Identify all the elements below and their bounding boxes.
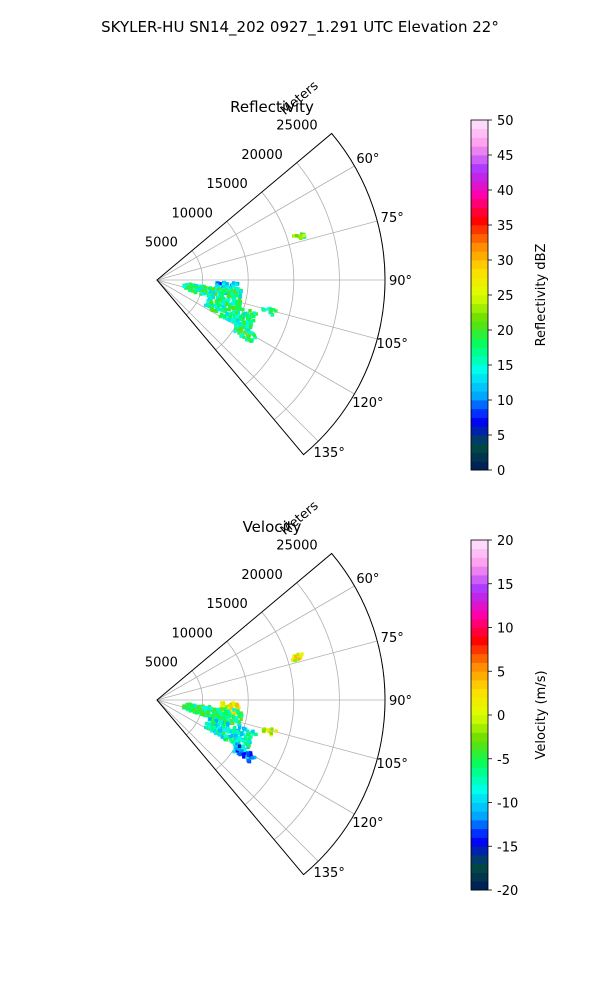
range-tick-label: 10000 xyxy=(172,206,213,221)
range-tick-label: 25000 xyxy=(276,118,317,133)
colorbar-tick-label: 50 xyxy=(497,114,514,129)
colorbar-tick-label: 40 xyxy=(497,184,514,199)
colorbar-tick-label: 45 xyxy=(497,149,514,164)
range-gridline xyxy=(215,641,249,771)
data-region xyxy=(261,727,278,737)
colorbar-tick-label: 0 xyxy=(497,709,505,724)
colorbar-tick-label: -10 xyxy=(497,797,518,812)
velocity-panel: Velocity 60° 75° 90° 105° 120° 135° 5000 10000 1… xyxy=(145,498,549,899)
colorbar-tick-label: -20 xyxy=(497,884,518,899)
theta-tick-label: 60° xyxy=(356,572,379,587)
data-region xyxy=(181,702,244,728)
range-gridline xyxy=(244,191,295,386)
theta-tick-label: 120° xyxy=(352,816,383,831)
data-region xyxy=(182,282,244,309)
data-region xyxy=(203,295,258,333)
sector-outline xyxy=(156,552,386,876)
range-gridline xyxy=(186,250,203,316)
theta-gridline xyxy=(156,279,319,442)
data-region xyxy=(203,716,258,752)
velocity-polar-sector: 60° 75° 90° 105° 120° 135° 5000 10000 15000 20000… xyxy=(145,498,412,881)
theta-tick-label: 135° xyxy=(314,446,345,461)
velocity-title: Velocity xyxy=(243,518,302,536)
colorbar-tick-label: 5 xyxy=(497,665,505,680)
colorbar-tick-label: 25 xyxy=(497,289,514,304)
colorbar-tick-label: 30 xyxy=(497,254,514,269)
data-region xyxy=(261,306,278,317)
range-tick-label: 25000 xyxy=(276,538,317,553)
colorbar-tick-label: 10 xyxy=(497,394,514,409)
colorbar-tick-label: 20 xyxy=(497,324,514,339)
colorbar-tick-label: 35 xyxy=(497,219,514,234)
theta-gridline xyxy=(156,699,319,862)
colorbar-label: Reflectivity dBZ xyxy=(534,244,549,347)
theta-tick-label: 90° xyxy=(389,274,412,289)
reflectivity-title: Reflectivity xyxy=(230,98,314,116)
colorbar-tick-label: 0 xyxy=(497,464,505,479)
reflectivity-panel: Reflectivity 60° 75° 90° 105° 120° 135° 5000 10… xyxy=(145,78,549,479)
theta-gridline xyxy=(156,220,378,281)
theta-tick-label: 120° xyxy=(352,396,383,411)
colorbar-label: Velocity (m/s) xyxy=(534,670,549,759)
data-region xyxy=(233,325,257,343)
range-tick-label: 10000 xyxy=(172,626,213,641)
figure-title: SKYLER-HU SN14_202 0927_1.291 UTC Elevat… xyxy=(101,18,499,37)
range-tick-label: 20000 xyxy=(241,568,282,583)
range-tick-label: 5000 xyxy=(145,656,178,671)
colorbar-tick-label: -5 xyxy=(497,753,510,768)
data-region xyxy=(291,652,304,663)
theta-tick-label: 75° xyxy=(381,631,404,646)
theta-tick-label: 105° xyxy=(377,757,408,772)
theta-tick-label: 90° xyxy=(389,694,412,709)
reflectivity-polar-sector: 60° 75° 90° 105° 120° 135° 5000 10000 15000 20000… xyxy=(145,78,412,461)
theta-tick-label: 135° xyxy=(314,866,345,881)
colorbar-tick-label: 5 xyxy=(497,429,505,444)
range-gridline xyxy=(244,611,295,806)
range-gridline xyxy=(273,162,340,421)
theta-gridline xyxy=(156,165,355,281)
range-tick-label: 5000 xyxy=(145,236,178,251)
theta-gridline xyxy=(156,640,378,701)
sector-outline xyxy=(156,132,386,456)
theta-tick-label: 105° xyxy=(377,337,408,352)
data-region xyxy=(232,744,257,764)
data-region xyxy=(292,232,307,240)
reflectivity-colorbar: 0 5 10 15 20 25 30 35 40 45 50 Reflectivity dBZ xyxy=(470,114,549,479)
range-tick-label: 15000 xyxy=(206,597,247,612)
colorbar-tick-label: 15 xyxy=(497,359,514,374)
range-tick-label: 20000 xyxy=(241,148,282,163)
range-gridline xyxy=(186,670,203,736)
range-gridline xyxy=(273,582,340,841)
colorbar-tick-label: 10 xyxy=(497,622,514,637)
theta-tick-label: 75° xyxy=(381,211,404,226)
colorbar-tick-label: 20 xyxy=(497,534,514,549)
range-tick-label: 15000 xyxy=(206,177,247,192)
range-gridline xyxy=(215,221,249,351)
velocity-colorbar: -20 -15 -10 -5 0 5 10 15 20 Velocity (m/s) xyxy=(470,534,549,899)
colorbar-tick-label: 15 xyxy=(497,578,514,593)
theta-tick-label: 60° xyxy=(356,152,379,167)
theta-gridline xyxy=(156,585,355,701)
colorbar-tick-label: -15 xyxy=(497,840,518,855)
